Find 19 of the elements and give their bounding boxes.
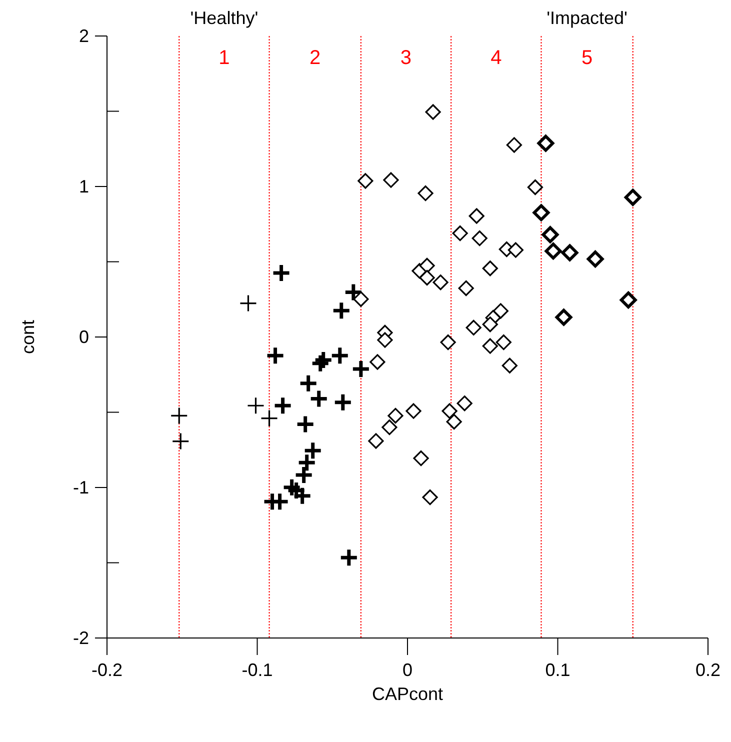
annotation: 1	[218, 47, 230, 69]
annotation: 3	[400, 47, 412, 69]
x-tick-label: -0.2	[91, 660, 123, 680]
text: 'Healthy'	[190, 8, 258, 28]
x-tick-label: 0.1	[545, 660, 570, 680]
x-axis-title: CAPcont	[372, 684, 444, 704]
y-tick-label: -2	[72, 628, 89, 648]
annotation: 2	[310, 47, 321, 69]
annotation: 5	[581, 47, 593, 69]
y-tick-label: 1	[78, 176, 89, 196]
annotation: 4	[490, 47, 502, 69]
y-tick-label: 0	[78, 327, 89, 347]
x-tick-label: 0	[402, 660, 413, 680]
y-tick-label: -1	[72, 478, 89, 498]
x-tick-label: -0.1	[242, 660, 273, 680]
text: 'Impacted'	[546, 8, 628, 28]
y-tick-label: 2	[78, 26, 89, 46]
y-axis-title: cont	[18, 320, 38, 354]
x-tick-label: 0.2	[695, 660, 721, 680]
